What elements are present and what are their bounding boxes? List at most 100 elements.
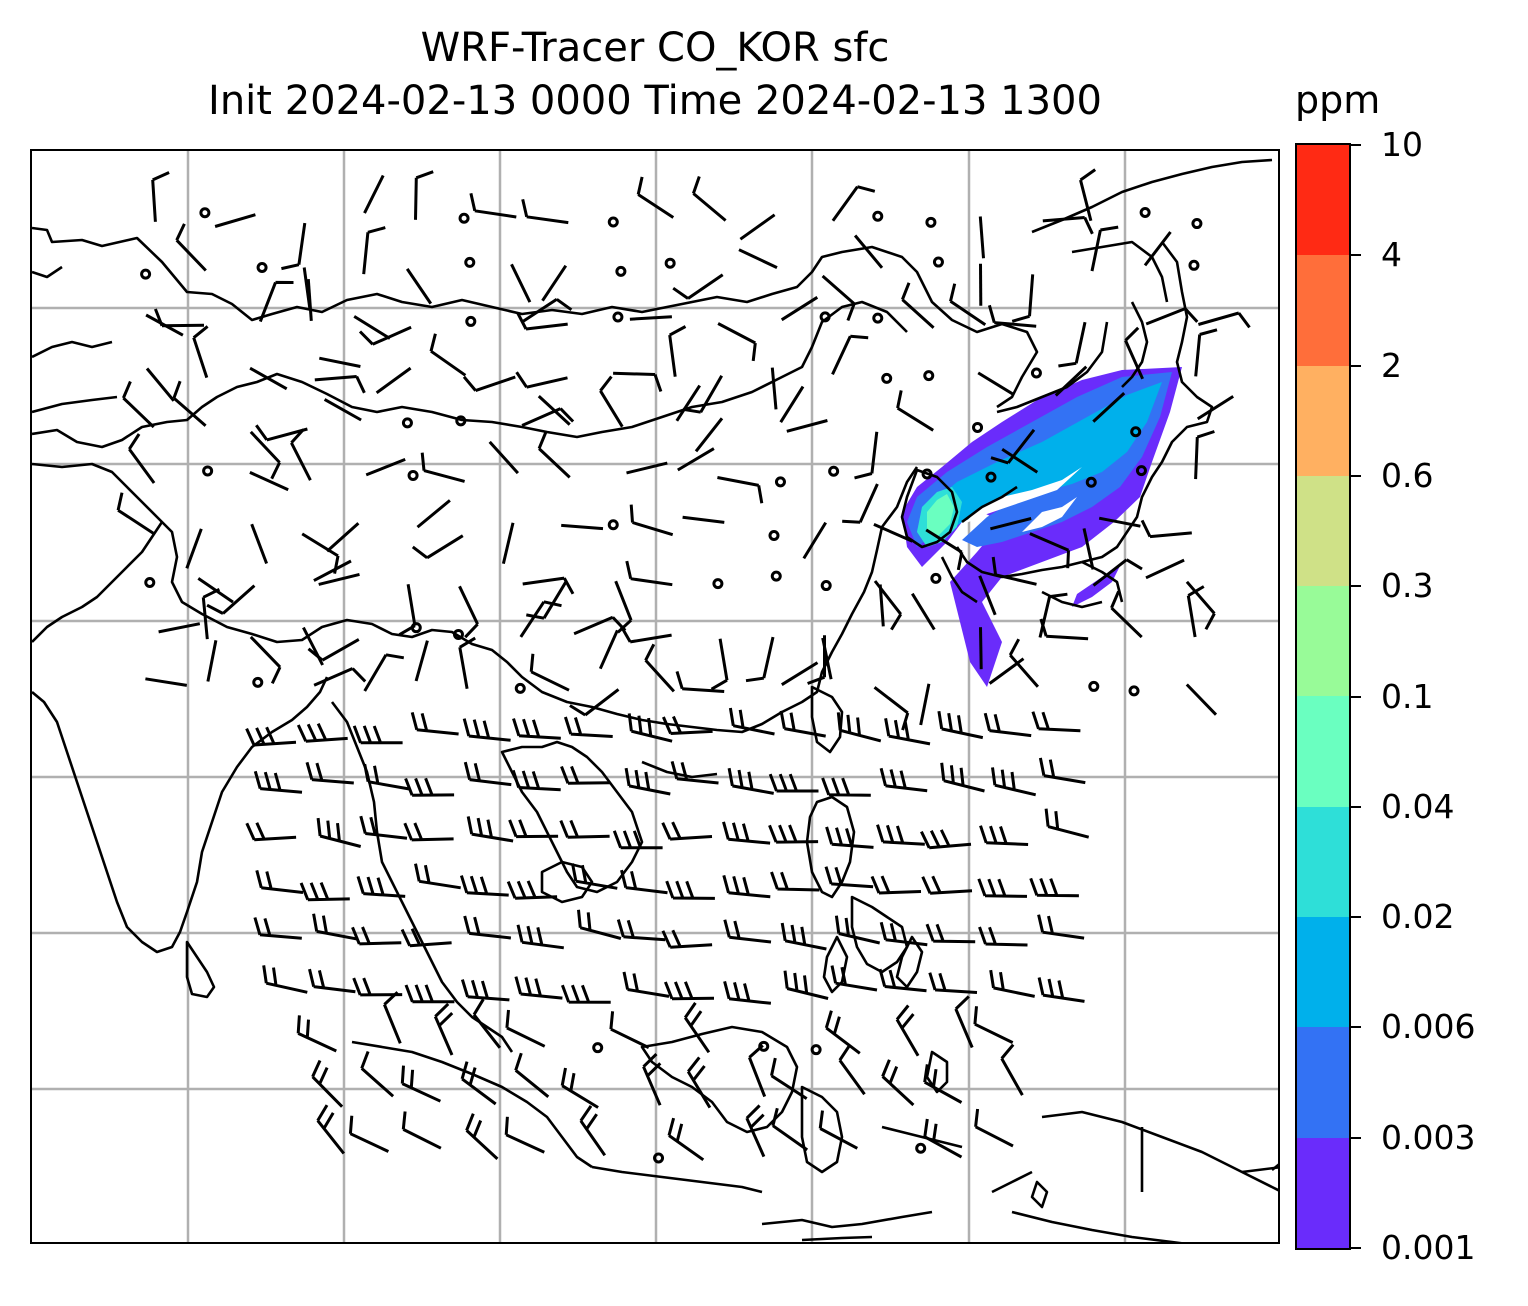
colorbar-segment — [1297, 255, 1349, 366]
wind-barb — [921, 875, 973, 895]
wind-barb — [458, 636, 476, 689]
title-line-1: WRF-Tracer CO_KOR sfc — [420, 25, 890, 71]
calm-wind-circle — [881, 372, 893, 384]
wind-barb — [622, 971, 670, 998]
wind-barb — [625, 560, 673, 587]
coastline-segment — [32, 226, 1039, 409]
wind-barb — [925, 528, 964, 571]
calm-wind-circle — [1128, 685, 1140, 697]
wind-barb — [1000, 1043, 1024, 1096]
wind-barb — [662, 715, 713, 735]
wind-barb — [624, 767, 671, 796]
wind-barb — [1186, 585, 1205, 638]
coastlines — [32, 158, 1278, 1242]
wind-barb — [1008, 638, 1040, 688]
calm-wind-circle — [768, 529, 780, 541]
wind-barb — [521, 198, 569, 225]
calm-wind-circle — [810, 1044, 822, 1056]
wind-barb — [363, 174, 385, 214]
colorbar-tick-label: 0.006 — [1381, 1007, 1476, 1047]
wind-barb — [249, 366, 288, 391]
wind-barb — [989, 969, 1036, 998]
wind-barb — [488, 440, 520, 475]
co-contour-fill — [964, 467, 1082, 524]
coastline-segment — [640, 1025, 799, 1134]
wind-barb — [262, 965, 308, 994]
coastline-segment — [955, 546, 1083, 579]
wind-barb — [249, 471, 289, 492]
wind-barb — [954, 995, 974, 1049]
coastline-segment — [810, 685, 844, 754]
coastline-segment — [895, 935, 924, 989]
wind-barb — [599, 375, 624, 428]
wind-barb — [668, 325, 687, 377]
wind-barb — [834, 915, 881, 945]
wind-barb — [537, 431, 571, 479]
wind-barb — [838, 1044, 866, 1096]
wind-barb — [348, 1115, 390, 1153]
wind-barb — [1092, 391, 1126, 423]
wind-barb — [825, 826, 874, 849]
wind-barb — [745, 636, 775, 683]
wind-barb — [824, 866, 874, 889]
wind-barb — [738, 248, 778, 269]
wind-barb — [667, 1117, 705, 1162]
wind-barb — [519, 600, 562, 638]
calm-wind-circle — [770, 570, 782, 582]
wind-barb — [977, 371, 1015, 397]
wind-barb — [522, 576, 575, 595]
wind-barb — [612, 830, 663, 850]
wind-barb — [620, 869, 668, 895]
wind-barb — [783, 970, 829, 1000]
wind-barb — [460, 979, 510, 1002]
wind-barb — [404, 984, 455, 1004]
wind-barb — [326, 522, 360, 553]
wind-barb — [429, 333, 467, 377]
wind-barb — [626, 461, 668, 475]
wind-barb — [691, 176, 727, 222]
wind-barb — [249, 635, 282, 685]
coastline-segment — [1041, 1110, 1278, 1192]
wind-barb — [363, 653, 405, 692]
wind-barbs — [116, 168, 1251, 1164]
wind-barb — [206, 584, 256, 615]
wind-barb — [1037, 977, 1085, 1003]
coastline-segment — [32, 340, 113, 359]
wind-barb — [249, 430, 281, 480]
wind-barb — [821, 274, 856, 322]
wind-barb — [351, 926, 402, 946]
wind-barb — [316, 1104, 345, 1155]
wind-barb — [508, 819, 559, 839]
calm-wind-circle — [930, 572, 942, 584]
wind-barb — [305, 761, 354, 785]
wind-barb — [1001, 447, 1039, 474]
colorbar-tick-label: 0.6 — [1381, 455, 1434, 495]
wind-barb — [352, 725, 403, 745]
wind-barb — [521, 407, 575, 427]
wind-barb — [609, 1011, 650, 1049]
colorbar-tick — [1351, 1026, 1361, 1029]
colorbar-tick — [1351, 805, 1361, 808]
wind-barb — [878, 584, 885, 627]
wind-barb — [206, 640, 218, 682]
calm-wind-circle — [514, 682, 526, 694]
wind-barb — [1039, 618, 1089, 641]
calm-wind-circle — [1088, 680, 1100, 692]
colorbar-segment — [1297, 586, 1349, 697]
wind-barb — [978, 575, 997, 616]
calm-wind-circle — [607, 519, 619, 531]
wind-barb — [301, 532, 340, 574]
wind-barb — [881, 1059, 915, 1107]
wind-barb — [923, 1118, 963, 1159]
wind-barb — [526, 581, 567, 620]
colorbar-tick — [1351, 1136, 1361, 1139]
colorbar-segment — [1297, 806, 1349, 918]
wind-barb — [462, 375, 516, 393]
wind-barb — [1196, 395, 1235, 421]
calm-wind-circle — [828, 465, 840, 477]
colorbar-tick-label: 0.1 — [1381, 676, 1434, 716]
wind-barb — [510, 263, 532, 303]
wind-barb — [928, 972, 978, 994]
wind-barb — [122, 380, 155, 429]
wind-barb — [1098, 516, 1141, 528]
